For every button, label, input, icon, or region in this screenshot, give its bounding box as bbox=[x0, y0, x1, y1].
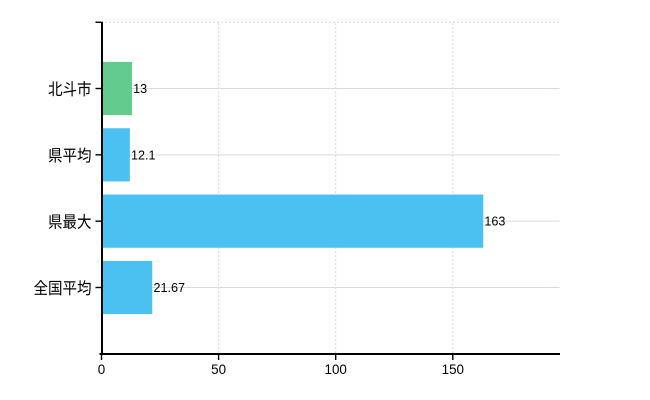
svg-text:100: 100 bbox=[325, 362, 347, 377]
svg-text:21.67: 21.67 bbox=[154, 281, 186, 295]
svg-text:12.1: 12.1 bbox=[131, 148, 156, 162]
svg-text:50: 50 bbox=[211, 362, 226, 377]
svg-text:150: 150 bbox=[442, 362, 464, 377]
svg-text:0: 0 bbox=[98, 362, 105, 377]
svg-text:163: 163 bbox=[484, 215, 505, 229]
svg-text:13: 13 bbox=[133, 82, 147, 96]
